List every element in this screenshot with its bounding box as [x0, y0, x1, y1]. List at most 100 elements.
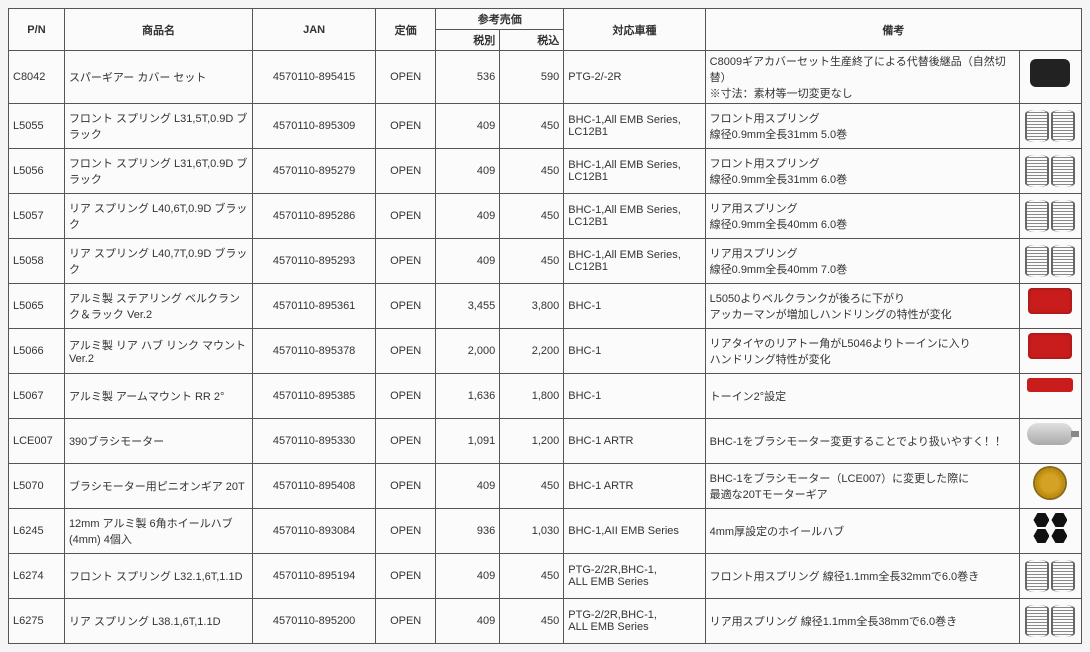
cell-thumb [1019, 464, 1081, 509]
cell-price: OPEN [376, 51, 436, 104]
th-price: 定価 [376, 9, 436, 51]
cell-car: BHC-1 ARTR [564, 464, 705, 509]
cell-tax-ex: 409 [436, 554, 500, 599]
th-name: 商品名 [64, 9, 252, 51]
cell-price: OPEN [376, 554, 436, 599]
cell-tax-ex: 409 [436, 149, 500, 194]
cell-price: OPEN [376, 329, 436, 374]
cell-tax-in: 1,030 [500, 509, 564, 554]
th-pn: P/N [9, 9, 65, 51]
cell-price: OPEN [376, 284, 436, 329]
cell-pn: LCE007 [9, 419, 65, 464]
cell-thumb [1019, 419, 1081, 464]
cell-jan: 4570110-895293 [253, 239, 376, 284]
th-jan: JAN [253, 9, 376, 51]
cell-note: BHC-1をブラシモーター変更することでより扱いやすく！！ [705, 419, 1019, 464]
cell-note: トーイン2°設定 [705, 374, 1019, 419]
alloy-part-icon [1025, 333, 1075, 369]
cell-name: アルミ製 アームマウント RR 2° [64, 374, 252, 419]
cell-name: フロント スプリング L31,6T,0.9D ブラック [64, 149, 252, 194]
cell-tax-ex: 936 [436, 509, 500, 554]
cell-car: PTG-2/-2R [564, 51, 705, 104]
cell-car: BHC-1,All EMB Series,LC12B1 [564, 149, 705, 194]
cell-note: フロント用スプリング線径0.9mm全長31mm 5.0巻 [705, 104, 1019, 149]
cell-thumb [1019, 284, 1081, 329]
cell-pn: L5056 [9, 149, 65, 194]
cell-tax-in: 450 [500, 599, 564, 644]
cell-thumb [1019, 599, 1081, 644]
cell-pn: C8042 [9, 51, 65, 104]
motor-icon [1025, 423, 1075, 459]
cell-car: PTG-2/2R,BHC-1,ALL EMB Series [564, 554, 705, 599]
cell-car: BHC-1 [564, 329, 705, 374]
th-tax-in: 税込 [500, 30, 564, 51]
table-header: P/N 商品名 JAN 定価 参考売価 対応車種 備考 税別 税込 [9, 9, 1082, 51]
cell-tax-ex: 409 [436, 599, 500, 644]
cell-car: BHC-1,All EMB Series,LC12B1 [564, 104, 705, 149]
table-row: L6275リア スプリング L38.1,6T,1.1D4570110-89520… [9, 599, 1082, 644]
cell-thumb [1019, 554, 1081, 599]
cell-price: OPEN [376, 239, 436, 284]
alloy-part-icon [1025, 288, 1075, 324]
cell-price: OPEN [376, 104, 436, 149]
cell-jan: 4570110-895408 [253, 464, 376, 509]
spring-icon [1025, 108, 1075, 144]
cell-tax-ex: 1,091 [436, 419, 500, 464]
cell-tax-ex: 536 [436, 51, 500, 104]
cell-pn: L5055 [9, 104, 65, 149]
cell-car: BHC-1 ARTR [564, 419, 705, 464]
cell-tax-in: 1,800 [500, 374, 564, 419]
cell-jan: 4570110-895361 [253, 284, 376, 329]
cell-tax-in: 450 [500, 239, 564, 284]
spring-icon [1025, 243, 1075, 279]
gear-icon [1025, 468, 1075, 504]
cell-jan: 4570110-893084 [253, 509, 376, 554]
cell-note: フロント用スプリング線径0.9mm全長31mm 6.0巻 [705, 149, 1019, 194]
cell-note: L5050よりベルクランクが後ろに下がりアッカーマンが増加しハンドリングの特性が… [705, 284, 1019, 329]
cell-name: スパーギアー カバー セット [64, 51, 252, 104]
table-row: L5070ブラシモーター用ピニオンギア 20T4570110-895408OPE… [9, 464, 1082, 509]
cell-tax-in: 1,200 [500, 419, 564, 464]
cell-tax-ex: 1,636 [436, 374, 500, 419]
cell-price: OPEN [376, 509, 436, 554]
hex-hub-icon [1025, 513, 1075, 549]
cell-tax-ex: 2,000 [436, 329, 500, 374]
cell-name: アルミ製 リア ハブ リンク マウント Ver.2 [64, 329, 252, 374]
th-note: 備考 [705, 9, 1081, 51]
cell-thumb [1019, 329, 1081, 374]
cell-name: リア スプリング L40,7T,0.9D ブラック [64, 239, 252, 284]
cell-thumb [1019, 194, 1081, 239]
spring-icon [1025, 198, 1075, 234]
cell-car: BHC-1 [564, 284, 705, 329]
cell-car: BHC-1 [564, 374, 705, 419]
alloy-bar-icon [1025, 378, 1075, 414]
cell-note: C8009ギアカバーセット生産終了による代替後継品（自然切替）※寸法：素材等一切… [705, 51, 1019, 104]
spring-icon [1025, 153, 1075, 189]
th-tax-ex: 税別 [436, 30, 500, 51]
cell-pn: L5057 [9, 194, 65, 239]
cell-car: BHC-1,AII EMB Series [564, 509, 705, 554]
table-row: L5067アルミ製 アームマウント RR 2°4570110-895385OPE… [9, 374, 1082, 419]
cell-note: リア用スプリング線径0.9mm全長40mm 6.0巻 [705, 194, 1019, 239]
cell-jan: 4570110-895279 [253, 149, 376, 194]
table-row: L5058リア スプリング L40,7T,0.9D ブラック4570110-89… [9, 239, 1082, 284]
cell-pn: L5070 [9, 464, 65, 509]
cell-car: BHC-1,All EMB Series,LC12B1 [564, 239, 705, 284]
spring-icon [1025, 603, 1075, 639]
table-row: L6274フロント スプリング L32.1,6T,1.1D4570110-895… [9, 554, 1082, 599]
cell-car: PTG-2/2R,BHC-1,ALL EMB Series [564, 599, 705, 644]
cell-note: リア用スプリング線径0.9mm全長40mm 7.0巻 [705, 239, 1019, 284]
cell-tax-in: 450 [500, 194, 564, 239]
table-row: L5065アルミ製 ステアリング ベルクランク＆ラック Ver.24570110… [9, 284, 1082, 329]
table-row: L624512mm アルミ製 6角ホイールハブ(4mm) 4個入4570110-… [9, 509, 1082, 554]
th-ref-price-group: 参考売価 [436, 9, 564, 30]
cell-jan: 4570110-895415 [253, 51, 376, 104]
th-car: 対応車種 [564, 9, 705, 51]
cell-pn: L5067 [9, 374, 65, 419]
cell-note: 4mm厚設定のホイールハブ [705, 509, 1019, 554]
cover-icon [1025, 59, 1075, 95]
table-row: L5057リア スプリング L40,6T,0.9D ブラック4570110-89… [9, 194, 1082, 239]
cell-jan: 4570110-895330 [253, 419, 376, 464]
cell-tax-ex: 3,455 [436, 284, 500, 329]
cell-tax-ex: 409 [436, 239, 500, 284]
